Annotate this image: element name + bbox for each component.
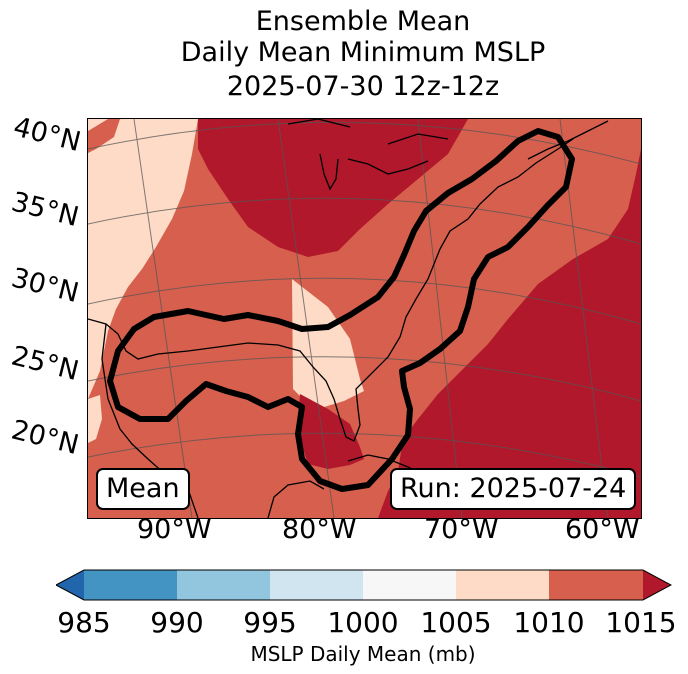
colorbar-extend-high	[643, 570, 671, 600]
gridline-80w	[277, 119, 335, 518]
title-line-1: Ensemble Mean	[255, 6, 471, 37]
lon-label-90w: 90°W	[137, 514, 212, 545]
gridline-70w	[417, 119, 463, 518]
lake-superior	[287, 119, 351, 128]
fill-1005-northwest	[88, 119, 198, 399]
colorbar-tick-1015: 1015	[605, 606, 677, 639]
fill-1005-gulf-east	[292, 279, 364, 407]
run-date-box: Run: 2025-07-24	[390, 468, 637, 510]
title-line-2: Daily Mean Minimum MSLP	[180, 37, 546, 68]
colorbar-band-985-990	[84, 570, 177, 600]
coast-gulf	[88, 138, 574, 442]
colorbar	[56, 569, 672, 601]
lat-label-30n: 30°N	[8, 262, 82, 310]
title-line-3: 2025-07-30 12z-12z	[226, 71, 500, 102]
lon-label-60w: 60°W	[565, 514, 640, 545]
lat-label-20n: 20°N	[8, 414, 82, 462]
lat-label-35n: 35°N	[8, 186, 82, 234]
map-panel: Mean Run: 2025-07-24	[87, 118, 642, 519]
gridline-30n	[88, 277, 641, 325]
lon-label-70w: 70°W	[424, 514, 499, 545]
colorbar-outline	[56, 569, 672, 601]
mslp-map	[88, 119, 641, 518]
gridline-90w	[133, 119, 193, 518]
fill-1010-patch	[88, 119, 120, 153]
contour-1005	[107, 128, 575, 492]
colorbar-tick-1000: 1000	[327, 606, 399, 639]
coast-nova-scotia	[527, 120, 609, 160]
colorbar-tick-1005: 1005	[420, 606, 492, 639]
coast-yucatan	[267, 480, 325, 518]
lon-label-80w: 80°W	[282, 514, 357, 545]
colorbar-band-1005-1010	[456, 570, 549, 600]
fill-1005-southwest	[88, 395, 102, 443]
colorbar-band-1000-1005	[363, 570, 456, 600]
colorbar-tick-995: 995	[243, 606, 297, 639]
colorbar-band-995-1000	[270, 570, 363, 600]
gridline-35n	[88, 197, 641, 245]
gridline-20n	[88, 432, 641, 478]
lat-label-40n: 40°N	[10, 111, 84, 159]
fill-1015-florida	[298, 394, 364, 469]
colorbar-tick-990: 990	[150, 606, 204, 639]
lat-label-25n: 25°N	[8, 340, 82, 388]
colorbar-extend-low	[56, 570, 84, 600]
gridline-25n	[88, 356, 641, 402]
colorbar-tick-1010: 1010	[513, 606, 585, 639]
colorbar-band-1010-1015	[549, 570, 643, 600]
mean-label-box: Mean	[96, 468, 190, 510]
fill-1015-atlantic	[378, 119, 641, 518]
fill-1015-appalachian	[198, 119, 468, 257]
colorbar-label: MSLP Daily Mean (mb)	[250, 642, 476, 666]
colorbar-tick-985: 985	[57, 606, 111, 639]
great-lakes	[319, 133, 449, 191]
colorbar-band-990-995	[177, 570, 270, 600]
